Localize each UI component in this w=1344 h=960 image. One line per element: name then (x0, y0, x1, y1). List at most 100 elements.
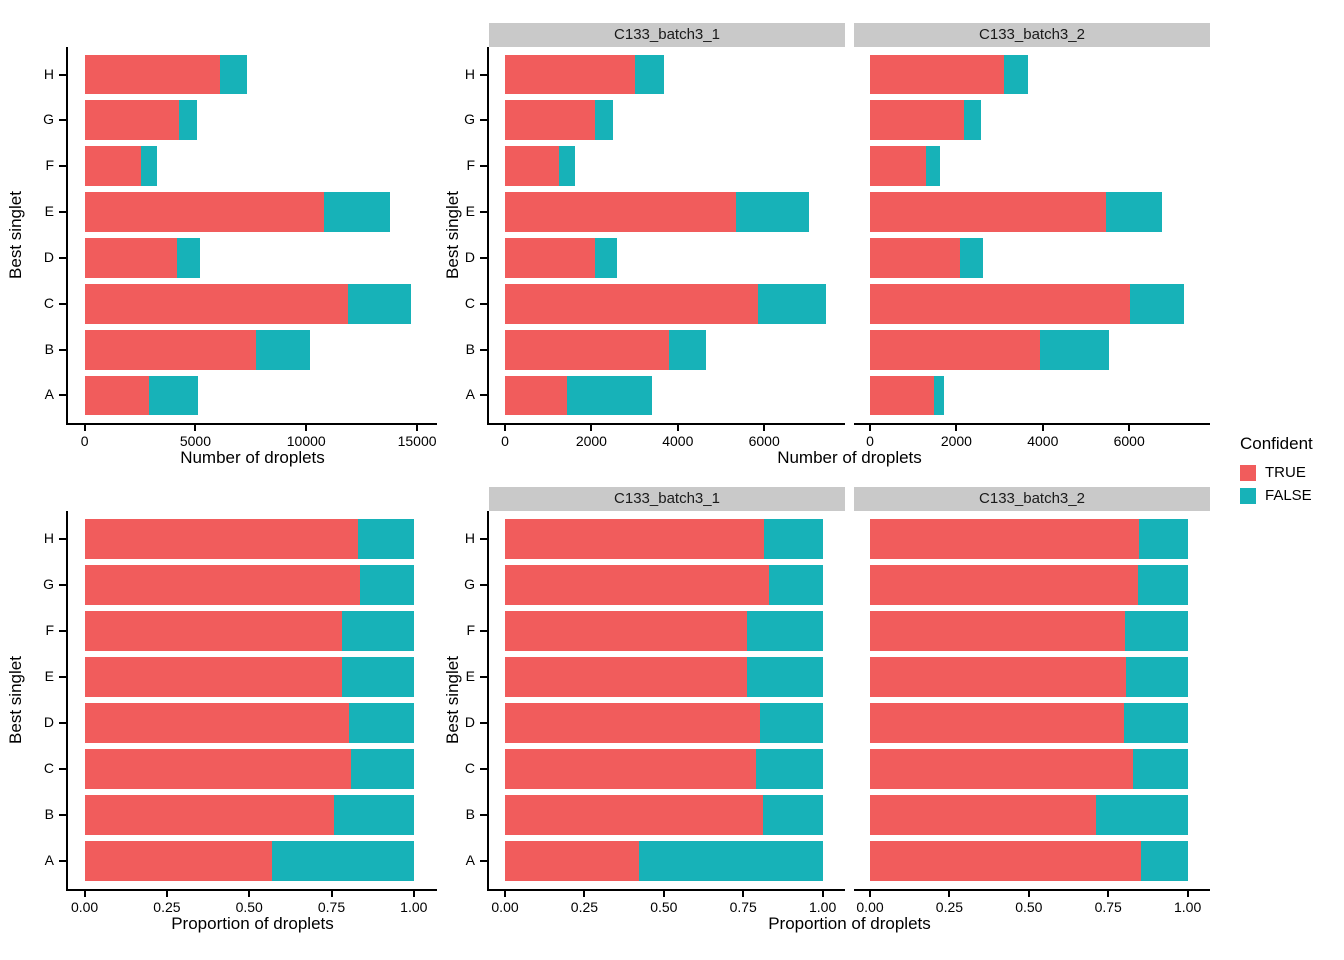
bar-segment-false (348, 702, 414, 744)
bar-segment-true (505, 610, 747, 651)
x-tick (662, 891, 665, 897)
bar-segment-false (178, 100, 197, 141)
bar-segment-false (360, 564, 414, 605)
y-tick-label: B (465, 806, 475, 823)
x-tick-label: 6000 (1113, 433, 1145, 449)
x-tick (412, 891, 415, 897)
y-tick (480, 768, 487, 771)
bar-segment-true (870, 375, 934, 416)
bar-segment-true (870, 656, 1127, 697)
bar-segment-false (567, 375, 653, 416)
y-tick-label: C (43, 760, 54, 777)
y-axis-line (66, 511, 68, 891)
x-tick-label: 0.75 (317, 899, 346, 915)
bar-segment-false (255, 329, 311, 370)
facet-strip: C133_batch3_2 (854, 487, 1210, 511)
x-tick-label: 2000 (575, 433, 607, 449)
x-tick-label: 0 (866, 433, 874, 449)
bar-segment-false (758, 283, 826, 324)
legend-item-true: TRUE (1240, 464, 1313, 481)
bar-segment-true (870, 146, 927, 187)
x-tick (194, 425, 197, 431)
bar-segment-false (334, 795, 414, 836)
bar-segment-true (870, 283, 1131, 324)
y-tick-label: G (43, 575, 54, 592)
x-axis-title: Proportion of droplets (768, 914, 931, 933)
y-tick (480, 675, 487, 678)
bar-segment-true (870, 564, 1139, 605)
bar-segment-true (84, 283, 349, 324)
x-tick (821, 891, 824, 897)
x-tick-label: 0.50 (650, 899, 678, 915)
y-tick (59, 675, 66, 678)
x-tick (1128, 425, 1131, 431)
x-tick (1186, 891, 1189, 897)
bar-segment-false (763, 518, 823, 559)
legend-label-false: FALSE (1265, 487, 1312, 504)
x-tick (948, 891, 951, 897)
x-axis-line (487, 889, 845, 891)
bar-segment-false (1124, 610, 1188, 651)
bar-segment-false (219, 54, 248, 95)
bar-segment-false (963, 100, 982, 141)
x-tick (1041, 425, 1044, 431)
x-axis-line (854, 889, 1210, 891)
bar-segment-false (960, 237, 983, 278)
y-axis-line (66, 47, 68, 425)
y-tick (59, 722, 66, 725)
bar-segment-true (505, 54, 635, 95)
bar-segment-false (1124, 702, 1188, 744)
y-tick (480, 860, 487, 863)
x-tick-label: 0.00 (70, 899, 99, 915)
bar-segment-true (84, 329, 256, 370)
bar-segment-true (505, 749, 756, 790)
bar-segment-true (505, 329, 669, 370)
bar-segment-false (755, 749, 823, 790)
y-tick (59, 583, 66, 586)
y-tick (59, 165, 66, 168)
x-tick (676, 425, 679, 431)
y-tick-label: A (44, 852, 54, 869)
y-tick-label: D (43, 248, 54, 265)
x-axis-line (66, 423, 437, 425)
bar-segment-true (870, 237, 961, 278)
bar-segment-true (505, 518, 764, 559)
bar-segment-false (358, 518, 414, 559)
y-tick-label: E (44, 203, 54, 220)
bar-segment-true (505, 192, 737, 233)
y-tick (480, 348, 487, 351)
bar-segment-false (594, 237, 617, 278)
x-tick (583, 891, 586, 897)
bar-segment-false (1126, 656, 1188, 697)
y-tick (59, 394, 66, 397)
legend-label-true: TRUE (1265, 464, 1306, 481)
bar-segment-false (1096, 795, 1188, 836)
bar-segment-false (926, 146, 940, 187)
y-tick (480, 165, 487, 168)
y-axis-line (487, 511, 489, 891)
bar-segment-false (1003, 54, 1029, 95)
x-tick (763, 425, 766, 431)
bar-segment-false (1040, 329, 1109, 370)
bar-segment-false (736, 192, 809, 233)
y-tick (480, 119, 487, 122)
x-tick (165, 891, 168, 897)
bar-segment-true (84, 841, 272, 882)
bar-segment-false (342, 610, 414, 651)
y-tick-label: H (43, 529, 54, 546)
y-tick (480, 629, 487, 632)
y-tick-label: F (45, 157, 54, 174)
bar-segment-false (1132, 749, 1188, 790)
x-tick-label: 0.75 (1094, 899, 1122, 915)
y-tick-label: F (45, 621, 54, 638)
y-tick (59, 119, 66, 122)
x-axis-line (854, 423, 1210, 425)
x-tick (504, 425, 507, 431)
bar-segment-true (84, 237, 178, 278)
y-tick-label: H (43, 65, 54, 82)
bar-segment-true (84, 795, 335, 836)
bar-segment-true (870, 702, 1125, 744)
y-tick (480, 256, 487, 259)
bar-segment-true (84, 146, 141, 187)
y-tick-label: D (43, 714, 54, 731)
